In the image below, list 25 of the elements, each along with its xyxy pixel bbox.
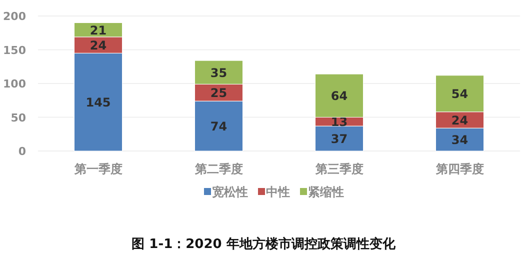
x-tick-label: 第一季度 [73, 162, 122, 176]
data-label: 21 [90, 23, 107, 38]
x-tick-label: 第三季度 [314, 162, 364, 176]
data-label: 25 [210, 86, 228, 100]
y-tick-label: 0 [18, 145, 26, 158]
data-label: 74 [210, 120, 228, 134]
data-label: 145 [86, 96, 111, 110]
text: 图 1-1：2020 年地方楼市调控政策调性变化 [132, 236, 396, 252]
data-label: 37 [330, 132, 348, 146]
x-tick-label: 第四季度 [434, 162, 484, 176]
y-tick-label: 200 [3, 10, 26, 23]
y-tick-label: 50 [10, 111, 26, 124]
data-label: 35 [210, 66, 228, 80]
data-label: 34 [451, 133, 468, 148]
legend-label: 宽松性 [212, 185, 248, 199]
y-tick-label: 150 [3, 44, 26, 57]
data-label: 54 [451, 87, 468, 102]
data-label: 24 [90, 38, 107, 53]
data-label: 24 [451, 113, 468, 128]
data-label: 64 [330, 89, 348, 104]
data-label: 13 [330, 115, 348, 130]
x-tick-label: 第二季度 [194, 162, 243, 176]
y-tick-label: 100 [3, 78, 26, 90]
legend-label: 中性 [266, 185, 290, 199]
legend-label: 紧缩性 [308, 185, 344, 199]
